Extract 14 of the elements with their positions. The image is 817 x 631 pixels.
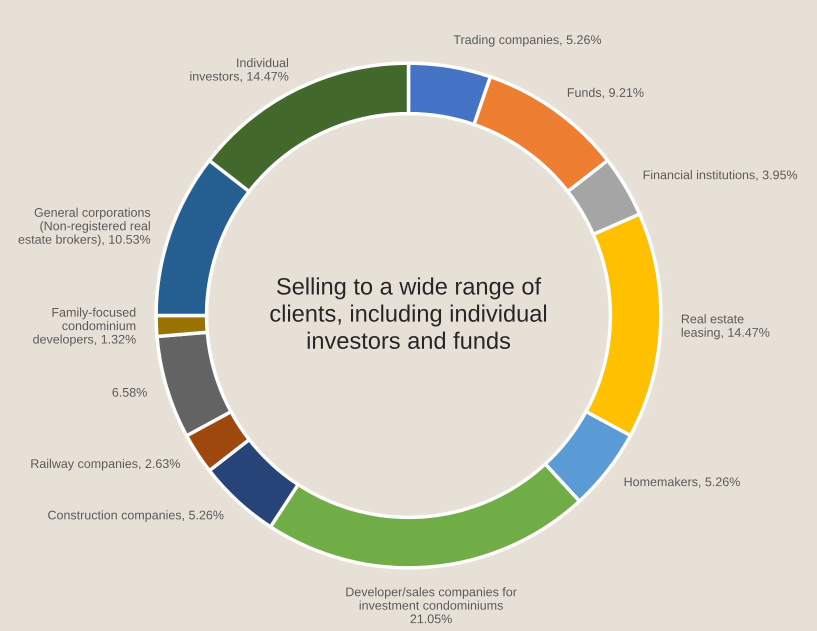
- slice-label: General corporations (Non-registered real estate brokers), 10.53%: [18, 208, 150, 246]
- slice-label: Funds, 9.21%: [568, 88, 644, 98]
- slice-label: Family-focused condominium developers, 1.32%: [33, 308, 136, 346]
- data-label: 21.05%: [410, 614, 452, 624]
- slice-label: Individual investors, 14.47%: [190, 58, 288, 82]
- slice-label: Homemakers, 5.26%: [624, 477, 740, 488]
- slice-label: Developer/sales companies for investment condominiums: [346, 587, 517, 610]
- slice-label: Construction companies, 5.26%: [48, 510, 224, 522]
- slice-label: Real estate leasing, 14.47%: [682, 314, 770, 340]
- data-label: 6.58%: [112, 388, 147, 397]
- slice-label: Trading companies, 5.26%: [454, 34, 602, 47]
- text: Selling to a wide range of clients, including individual investors and funds: [270, 277, 546, 349]
- slice-label: Financial institutions, 3.95%: [644, 170, 798, 181]
- slice-label: Railway companies, 2.63%: [31, 458, 180, 471]
